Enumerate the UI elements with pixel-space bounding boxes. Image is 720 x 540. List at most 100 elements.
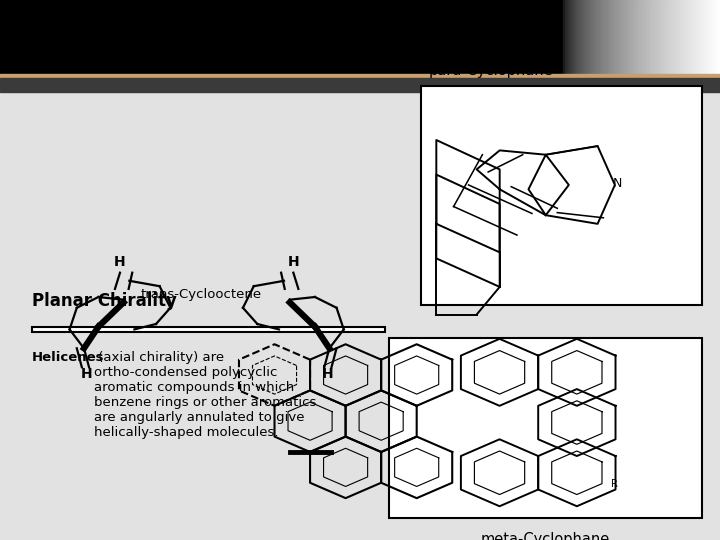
Bar (672, 0, 674, 73)
Bar (563, 0, 564, 73)
Bar (699, 0, 701, 73)
Text: (axial chirality) are
ortho-condensed polycyclic
aromatic compounds in which
ben: (axial chirality) are ortho-condensed po… (94, 351, 317, 439)
Bar (590, 0, 592, 73)
Bar (683, 0, 685, 73)
Bar (652, 0, 654, 73)
Bar (696, 0, 698, 73)
Bar (691, 0, 693, 73)
Bar (564, 0, 567, 73)
Bar (582, 0, 584, 73)
Bar (567, 0, 568, 73)
Bar (636, 0, 638, 73)
Text: para-Cyclophane: para-Cyclophane (428, 63, 553, 78)
Bar (682, 0, 683, 73)
Bar (655, 0, 657, 73)
Bar (701, 0, 703, 73)
Bar (601, 0, 603, 73)
Bar (614, 0, 616, 73)
Bar (570, 0, 571, 73)
Bar (585, 0, 587, 73)
Bar (580, 0, 582, 73)
Bar (675, 0, 678, 73)
Bar (646, 0, 647, 73)
Text: trans-Cyclooctene: trans-Cyclooctene (140, 288, 262, 301)
Bar (603, 0, 604, 73)
Bar (704, 0, 706, 73)
Bar (631, 0, 633, 73)
Bar (712, 0, 714, 73)
Bar (660, 0, 662, 73)
Bar (674, 0, 675, 73)
Text: H: H (321, 367, 333, 381)
Text: H: H (81, 367, 92, 381)
Text: Helicenes: Helicenes (32, 351, 104, 364)
Bar (642, 0, 644, 73)
Bar (688, 0, 690, 73)
Bar (0, 0, 562, 73)
Bar (715, 0, 717, 73)
Bar (698, 0, 699, 73)
Bar (709, 0, 711, 73)
Bar (592, 0, 593, 73)
Bar (644, 0, 646, 73)
Bar (596, 0, 598, 73)
Bar (665, 0, 666, 73)
Bar (707, 0, 709, 73)
Bar (657, 0, 658, 73)
Bar (690, 0, 691, 73)
Bar (662, 0, 663, 73)
Bar (609, 0, 611, 73)
Bar (617, 0, 618, 73)
Bar (595, 0, 596, 73)
Bar (600, 0, 601, 73)
Bar (634, 0, 636, 73)
Bar (630, 0, 631, 73)
Bar (693, 0, 695, 73)
Bar (584, 0, 585, 73)
Bar (608, 0, 609, 73)
Bar (593, 0, 595, 73)
Bar (606, 0, 608, 73)
Bar (678, 0, 679, 73)
Text: meta-Cyclophane: meta-Cyclophane (481, 532, 610, 540)
Bar (572, 0, 575, 73)
Bar (568, 0, 570, 73)
Bar (612, 0, 614, 73)
Bar (680, 0, 682, 73)
Bar (620, 0, 622, 73)
Bar (618, 0, 620, 73)
Bar (654, 0, 655, 73)
Bar (421, 86, 702, 305)
Bar (389, 338, 702, 518)
Bar (658, 0, 660, 73)
Bar (577, 0, 579, 73)
Bar (685, 0, 687, 73)
Bar (587, 0, 588, 73)
Bar (666, 0, 667, 73)
Bar (711, 0, 712, 73)
Bar (598, 0, 600, 73)
Bar (638, 0, 639, 73)
Bar (571, 0, 572, 73)
Bar (714, 0, 715, 73)
Bar (576, 0, 577, 73)
Bar (695, 0, 696, 73)
Bar (0, 74, 720, 540)
Text: R: R (611, 480, 618, 489)
Bar (579, 0, 580, 73)
Bar (625, 0, 626, 73)
Bar (706, 0, 707, 73)
Bar (670, 0, 671, 73)
Bar (622, 0, 624, 73)
Bar (719, 0, 720, 73)
Bar (641, 0, 642, 73)
Bar (611, 0, 612, 73)
Text: N: N (613, 177, 622, 190)
Bar (575, 0, 576, 73)
Bar (649, 0, 650, 73)
Bar (679, 0, 680, 73)
Bar (32, 327, 385, 332)
Text: H: H (287, 255, 300, 269)
Bar (0, 74, 720, 78)
Bar (671, 0, 672, 73)
